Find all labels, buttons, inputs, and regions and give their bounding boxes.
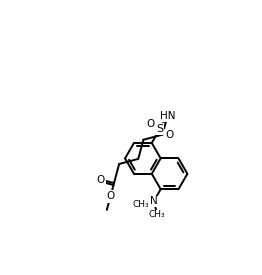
Text: HN: HN	[160, 111, 175, 120]
Text: CH₃: CH₃	[149, 210, 166, 219]
Text: O: O	[106, 191, 114, 202]
Text: O: O	[146, 119, 154, 129]
Text: S: S	[156, 124, 163, 134]
Text: N: N	[150, 196, 158, 206]
Text: CH₃: CH₃	[132, 200, 149, 209]
Text: O: O	[96, 175, 105, 185]
Text: O: O	[165, 130, 173, 140]
